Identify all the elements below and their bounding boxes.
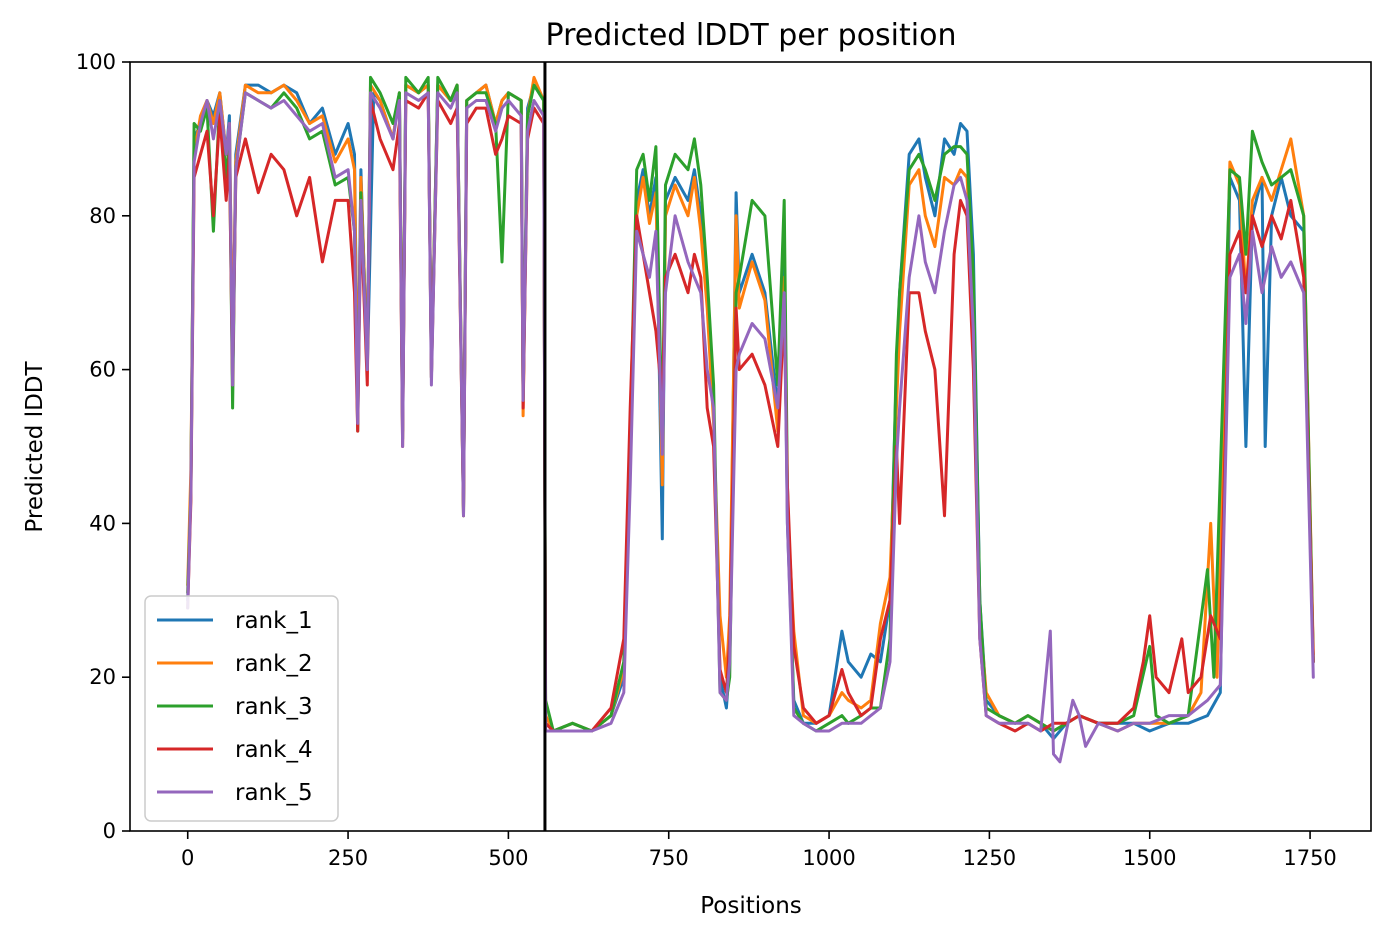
x-tick-label: 1000 bbox=[802, 846, 855, 870]
legend-label: rank_1 bbox=[235, 608, 313, 634]
x-tick-label: 1500 bbox=[1123, 846, 1176, 870]
legend: rank_1 rank_2 rank_3 rank_4 rank_5 bbox=[144, 595, 339, 822]
plot-frame bbox=[129, 61, 1372, 832]
x-axis-ticks: 0 250 500 750 1000 1250 1500 1750 bbox=[181, 831, 1337, 870]
legend-label: rank_2 bbox=[235, 651, 313, 677]
y-axis-label: Predicted lDDT bbox=[22, 360, 48, 532]
legend-label: rank_3 bbox=[235, 694, 313, 720]
x-axis-label: Positions bbox=[700, 893, 802, 919]
y-tick-label: 20 bbox=[89, 665, 116, 689]
y-tick-label: 60 bbox=[89, 358, 116, 382]
series-layer bbox=[186, 75, 1315, 764]
chart-title: Predicted lDDT per position bbox=[546, 18, 957, 53]
legend-box bbox=[144, 595, 339, 822]
legend-label: rank_4 bbox=[235, 737, 313, 763]
x-tick-label: 750 bbox=[649, 846, 689, 870]
x-tick-label: 500 bbox=[488, 846, 528, 870]
x-tick-label: 1750 bbox=[1283, 846, 1336, 870]
y-tick-label: 40 bbox=[89, 511, 116, 535]
x-tick-label: 0 bbox=[181, 846, 194, 870]
x-tick-label: 1250 bbox=[963, 846, 1016, 870]
legend-label: rank_5 bbox=[235, 780, 313, 806]
x-tick-label: 250 bbox=[328, 846, 368, 870]
y-tick-label: 0 bbox=[103, 819, 116, 843]
y-tick-label: 80 bbox=[89, 204, 116, 228]
series-line-5 bbox=[186, 91, 1315, 764]
y-axis-ticks: 0 20 40 60 80 100 bbox=[76, 50, 130, 843]
y-tick-label: 100 bbox=[76, 50, 116, 74]
